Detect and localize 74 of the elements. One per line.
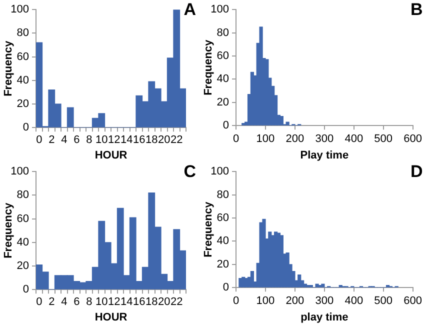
x-tick-label: 12 [108,134,120,146]
y-tick-label: 40 [216,235,229,248]
x-tick-label: 300 [315,133,334,146]
y-axis-title: Frequency [2,40,15,96]
x-tick-label: 0 [232,133,240,146]
x-tick-label: 300 [315,295,334,308]
x-tick-label: 16 [133,134,146,146]
y-tick-label: 100 [10,166,29,178]
chart-title: D [410,162,423,182]
x-tick-label: 4 [61,134,68,146]
x-tick-label: 400 [344,295,364,308]
x-tick-label: 10 [96,134,108,146]
x-tick-label: 500 [374,133,393,146]
x-tick-label: 600 [404,133,422,146]
x-tick-label: 16 [133,296,146,308]
y-tick-label: 60 [216,212,229,224]
x-tick-label: 8 [86,134,92,146]
chart-title: A [184,0,196,20]
y-tick-label: 20 [216,258,229,270]
y-tick-label: 100 [10,4,29,16]
chart-title: B [410,0,423,20]
x-tick-label: 200 [286,295,304,308]
x-tick-label: 6 [74,296,80,308]
x-tick-label: 100 [256,295,275,308]
y-tick-label: 60 [16,50,29,63]
x-tick-label: 100 [256,133,275,146]
y-tick-label: 20 [16,98,29,110]
y-tick-label: 40 [16,74,29,86]
x-tick-label: 14 [120,134,133,146]
x-tick-label: 22 [170,296,183,308]
x-tick-label: 6 [74,134,80,146]
y-tick-label: 60 [216,50,229,62]
y-tick-label: 40 [216,73,229,86]
y-tick-label: 20 [216,96,229,108]
x-tick-label: 18 [146,296,158,308]
x-tick-label: 14 [120,296,133,308]
x-axis-title: play time [300,311,348,324]
y-tick-label: 80 [216,26,229,39]
x-tick-label: 0 [36,296,42,308]
x-tick-label: 18 [146,134,158,146]
x-tick-label: 20 [158,296,170,308]
x-axis-title: Play time [300,149,349,162]
y-tick-label: 60 [16,212,29,225]
y-tick-label: 100 [210,166,229,178]
x-tick-label: 200 [286,133,304,146]
y-tick-label: 20 [16,260,29,272]
y-tick-label: 0 [22,122,29,134]
chart-title: C [184,162,196,182]
x-tick-label: 600 [404,295,422,308]
x-tick-label: 12 [108,296,120,308]
y-tick-label: 0 [22,284,29,296]
y-tick-label: 80 [16,27,29,40]
x-tick-label: 10 [96,296,108,308]
y-tick-label: 80 [216,188,229,201]
y-axis-title: Frequency [202,38,215,96]
y-axis-title: Frequency [202,200,215,258]
x-tick-label: 2 [48,134,55,146]
y-tick-label: 100 [210,4,229,16]
x-tick-label: 500 [374,295,393,308]
x-tick-label: 2 [48,296,55,308]
x-tick-label: 0 [232,295,240,308]
x-axis-title: HOUR [94,149,128,162]
x-tick-label: 4 [61,296,68,308]
y-tick-label: 40 [16,236,29,248]
x-tick-label: 0 [36,134,42,146]
x-axis-title: HOUR [94,311,128,324]
x-tick-label: 400 [344,133,364,146]
x-tick-label: 22 [170,134,183,146]
y-axis-title: Frequency [2,202,15,258]
y-tick-label: 80 [16,189,29,202]
y-tick-label: 0 [222,120,229,132]
x-tick-label: 20 [158,134,170,146]
y-tick-label: 0 [222,282,229,294]
x-tick-label: 8 [86,296,92,308]
